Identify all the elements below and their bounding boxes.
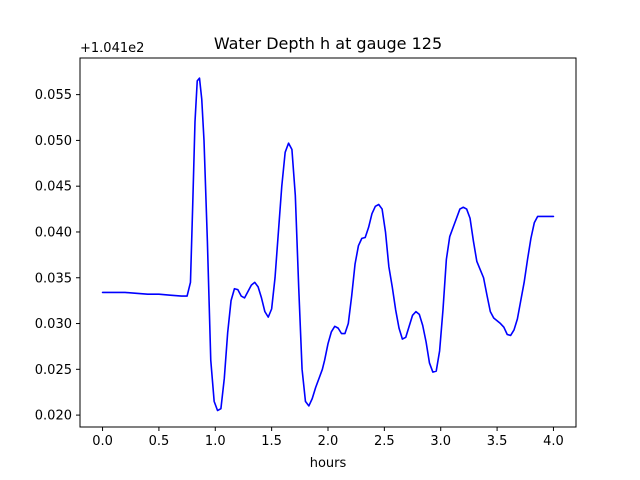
x-tick-label: 0.0 bbox=[92, 434, 113, 449]
x-tick-label: 3.0 bbox=[430, 434, 451, 449]
x-tick-label: 3.5 bbox=[487, 434, 508, 449]
y-tick-label: 0.050 bbox=[35, 134, 72, 149]
x-axis-label: hours bbox=[310, 456, 347, 471]
x-tick-label: 1.5 bbox=[261, 434, 282, 449]
y-tick-label: 0.025 bbox=[35, 363, 72, 378]
x-tick-label: 2.5 bbox=[374, 434, 395, 449]
y-tick-label: 0.040 bbox=[35, 225, 72, 240]
chart-title: Water Depth h at gauge 125 bbox=[214, 34, 442, 53]
x-tick-label: 0.5 bbox=[149, 434, 170, 449]
y-tick-label: 0.045 bbox=[35, 180, 72, 195]
x-tick-label: 1.0 bbox=[205, 434, 226, 449]
x-axis: 0.0 0.5 1.0 1.5 2.0 2.5 3.0 3.5 4.0 bbox=[92, 427, 564, 449]
y-tick-label: 0.020 bbox=[35, 409, 72, 424]
y-offset-label: +1.041e2 bbox=[80, 41, 144, 56]
y-axis: 0.020 0.025 0.030 0.035 0.040 0.045 0.050 0.055 bbox=[35, 88, 80, 424]
y-tick-label: 0.030 bbox=[35, 317, 72, 332]
y-tick-label: 0.035 bbox=[35, 271, 72, 286]
x-tick-label: 4.0 bbox=[543, 434, 564, 449]
x-tick-label: 2.0 bbox=[318, 434, 339, 449]
series-line-1 bbox=[101, 77, 555, 412]
y-tick-label: 0.055 bbox=[35, 88, 72, 103]
